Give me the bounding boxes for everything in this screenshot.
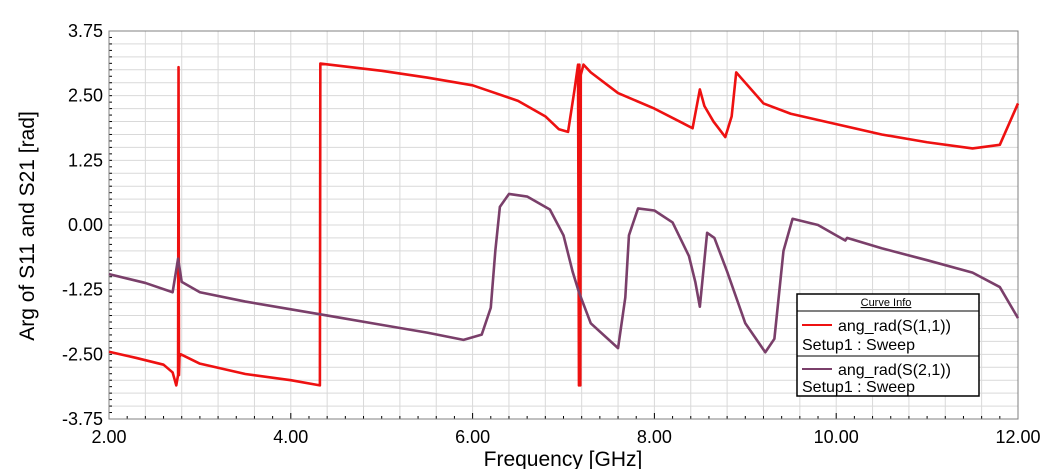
legend-entry-s21[interactable]: ang_rad(S(2,1)) Setup1 : Sweep bbox=[802, 362, 951, 396]
tick-labels: 2.00 4.00 6.00 8.00 10.00 12.00 3.75 2.50 1.25 0.… bbox=[62, 21, 1041, 447]
y-tick-label: 1.25 bbox=[68, 150, 103, 170]
x-tick-label: 10.00 bbox=[814, 427, 859, 447]
y-tick-label: -3.75 bbox=[62, 409, 103, 429]
legend-sublabel-s21: Setup1 : Sweep bbox=[802, 379, 915, 396]
x-axis-title: Frequency [GHz] bbox=[484, 448, 643, 469]
legend-sublabel-s11: Setup1 : Sweep bbox=[802, 337, 915, 354]
x-tick-label: 6.00 bbox=[455, 427, 490, 447]
legend-label-s11: ang_rad(S(1,1)) bbox=[838, 318, 951, 335]
y-tick-label: 3.75 bbox=[68, 21, 103, 41]
y-tick-label: -2.50 bbox=[62, 344, 103, 364]
x-tick-label: 4.00 bbox=[273, 427, 308, 447]
series-line-s21 bbox=[108, 192, 1020, 354]
y-tick-label: -1.25 bbox=[62, 280, 103, 300]
y-tick-label: 0.00 bbox=[68, 215, 103, 235]
legend-title: Curve Info bbox=[861, 297, 912, 309]
legend[interactable]: Curve Info ang_rad(S(1,1)) Setup1 : Swee… bbox=[796, 293, 980, 397]
y-axis-title: Arg of S11 and S21 [rad] bbox=[16, 111, 39, 341]
y-tick-label: 2.50 bbox=[68, 86, 103, 106]
x-tick-label: 12.00 bbox=[995, 427, 1040, 447]
series-layer bbox=[108, 62, 1020, 387]
x-tick-label: 8.00 bbox=[637, 427, 672, 447]
plot-border bbox=[108, 30, 1019, 420]
legend-entry-s11[interactable]: ang_rad(S(1,1)) Setup1 : Sweep bbox=[802, 318, 951, 354]
series-line-s11 bbox=[108, 62, 1020, 387]
x-tick-label: 2.00 bbox=[91, 427, 126, 447]
legend-label-s21: ang_rad(S(2,1)) bbox=[838, 362, 951, 379]
